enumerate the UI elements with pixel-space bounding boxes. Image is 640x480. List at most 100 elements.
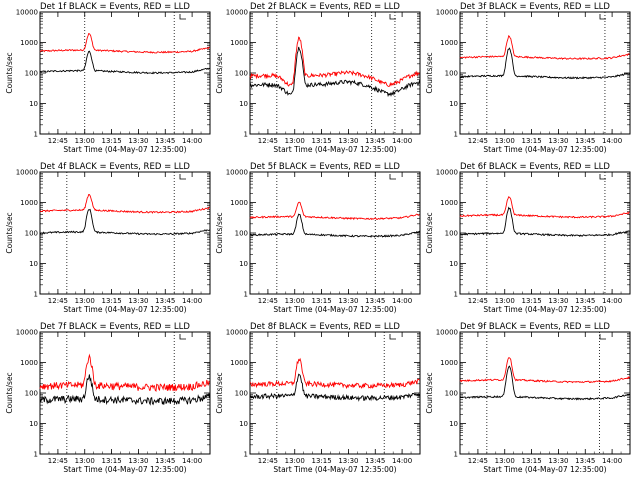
x-axis-label: Start Time (04-May-07 12:35:00) [483, 305, 606, 314]
x-tick-label: 13:45 [155, 137, 175, 145]
y-tick-label: 10000 [226, 169, 248, 177]
series-lld-line [249, 201, 420, 221]
x-tick-label: 13:30 [338, 297, 358, 305]
y-tick-label: 10 [239, 260, 248, 268]
x-tick-label: 13:00 [495, 457, 515, 465]
x-tick-label: 14:00 [392, 457, 412, 465]
series-events-line [39, 374, 211, 406]
plot-frame [249, 171, 421, 295]
y-tick-label: 100 [25, 230, 38, 238]
corner-mark [599, 334, 606, 340]
y-tick-label: 1 [34, 291, 38, 299]
y-tick-label: 10000 [226, 9, 248, 17]
x-tick-label: 13:45 [155, 297, 175, 305]
y-tick-label: 10000 [436, 329, 458, 337]
y-tick-label: 1 [244, 291, 248, 299]
x-tick-label: 13:00 [285, 137, 305, 145]
y-tick-label: 10000 [436, 9, 458, 17]
x-axis-label: Start Time (04-May-07 12:35:00) [483, 465, 606, 474]
panel-title: Det 1f BLACK = Events, RED = LLD [40, 2, 190, 12]
plot-frame [459, 11, 631, 135]
y-tick-label: 10 [239, 420, 248, 428]
panel-det-8: Det 8f BLACK = Events, RED = LLD 1 10 100 10… [215, 322, 421, 474]
x-tick-label: 14:00 [392, 137, 412, 145]
series-lld-line [249, 36, 420, 87]
x-tick-label: 13:00 [75, 297, 95, 305]
y-tick-label: 10000 [16, 169, 38, 177]
panel-det-5: Det 5f BLACK = Events, RED = LLD 1 10 100 10… [215, 162, 421, 314]
corner-mark [389, 334, 396, 340]
y-tick-label: 1 [244, 131, 248, 139]
y-tick-label: 1000 [20, 39, 38, 47]
y-tick-label: 1000 [230, 39, 248, 47]
x-tick-label: 13:00 [495, 297, 515, 305]
x-tick-label: 12:45 [468, 297, 488, 305]
x-tick-label: 13:00 [75, 457, 95, 465]
x-axis-label: Start Time (04-May-07 12:35:00) [273, 305, 396, 314]
y-axis-label: Counts/sec [215, 52, 224, 93]
y-tick-label: 100 [25, 70, 38, 78]
x-tick-label: 13:00 [285, 297, 305, 305]
x-tick-label: 13:15 [311, 297, 331, 305]
corner-mark [179, 14, 186, 20]
x-axis-label: Start Time (04-May-07 12:35:00) [273, 145, 396, 154]
x-tick-label: 13:15 [101, 457, 121, 465]
x-tick-label: 13:15 [101, 137, 121, 145]
x-tick-label: 13:30 [128, 457, 148, 465]
plot-frame [459, 331, 631, 455]
panel-title: Det 8f BLACK = Events, RED = LLD [250, 322, 400, 332]
x-tick-label: 12:45 [258, 457, 278, 465]
y-tick-label: 10000 [436, 169, 458, 177]
y-tick-label: 1000 [440, 199, 458, 207]
x-tick-label: 14:00 [182, 457, 202, 465]
y-tick-label: 1000 [230, 359, 248, 367]
panel-title: Det 2f BLACK = Events, RED = LLD [250, 2, 400, 12]
y-tick-label: 10 [449, 260, 458, 268]
y-tick-label: 100 [235, 230, 248, 238]
panel-det-6: Det 6f BLACK = Events, RED = LLD 1 10 100 10… [425, 162, 631, 314]
series-lld-line [459, 196, 630, 219]
panel-title: Det 9f BLACK = Events, RED = LLD [460, 322, 610, 332]
series-lld-line [39, 33, 210, 54]
series-events-line [39, 208, 210, 236]
panel-det-3: Det 3f BLACK = Events, RED = LLD 1 10 100 10… [425, 2, 631, 154]
y-tick-label: 10000 [16, 9, 38, 17]
x-tick-label: 13:45 [365, 457, 385, 465]
y-axis-label: Counts/sec [215, 212, 224, 253]
x-tick-label: 13:30 [548, 297, 568, 305]
corner-mark [389, 174, 396, 180]
panel-title: Det 7f BLACK = Events, RED = LLD [40, 322, 190, 332]
y-axis-label: Counts/sec [215, 372, 224, 413]
x-tick-label: 14:00 [182, 297, 202, 305]
series-events-line [249, 213, 420, 238]
y-tick-label: 100 [445, 390, 458, 398]
x-tick-label: 13:15 [311, 137, 331, 145]
panel-det-7: Det 7f BLACK = Events, RED = LLD 1 10 100 10… [5, 322, 211, 474]
corner-mark [179, 174, 186, 180]
panel-title: Det 5f BLACK = Events, RED = LLD [250, 162, 400, 172]
corner-mark [599, 14, 606, 20]
corner-mark [179, 334, 186, 340]
panel-title: Det 6f BLACK = Events, RED = LLD [460, 162, 610, 172]
corner-mark [599, 174, 606, 180]
x-tick-label: 13:00 [495, 137, 515, 145]
series-events-line [249, 46, 421, 98]
y-tick-label: 1000 [230, 199, 248, 207]
y-tick-label: 100 [445, 230, 458, 238]
y-axis-label: Counts/sec [5, 212, 14, 253]
x-tick-label: 13:15 [521, 137, 541, 145]
y-tick-label: 10 [449, 420, 458, 428]
y-tick-label: 1000 [20, 199, 38, 207]
y-axis-label: Counts/sec [425, 372, 434, 413]
y-tick-label: 100 [445, 70, 458, 78]
x-tick-label: 13:30 [338, 457, 358, 465]
x-axis-label: Start Time (04-May-07 12:35:00) [63, 305, 186, 314]
x-tick-label: 12:45 [48, 137, 68, 145]
x-axis-label: Start Time (04-May-07 12:35:00) [483, 145, 606, 154]
x-tick-label: 13:45 [365, 137, 385, 145]
series-lld-line [39, 193, 210, 214]
plot-frame [39, 11, 211, 135]
x-tick-label: 12:45 [48, 457, 68, 465]
x-tick-label: 13:00 [285, 457, 305, 465]
